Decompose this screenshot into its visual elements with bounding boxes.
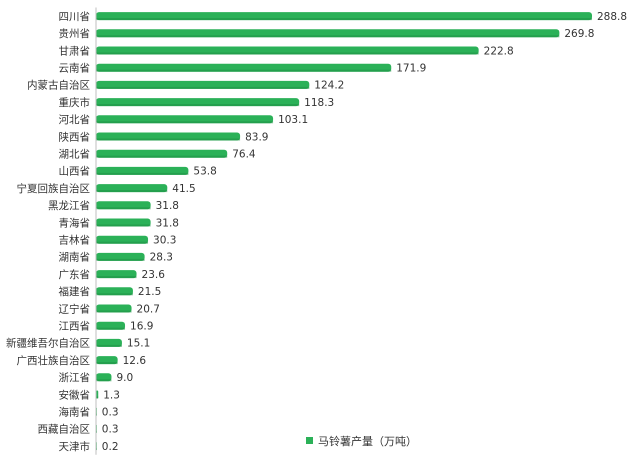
category-label: 湖南省	[59, 251, 91, 264]
category-label: 青海省	[59, 216, 91, 229]
category-label: 四川省	[59, 10, 91, 23]
bar-shadow	[96, 104, 300, 107]
value-label: 31.8	[156, 217, 179, 229]
bars-group	[96, 12, 592, 451]
value-label: 21.5	[138, 286, 161, 298]
bar-shadow	[96, 396, 99, 399]
bar-shadow	[96, 258, 145, 261]
bar-shadow	[96, 379, 112, 382]
category-label: 河北省	[59, 113, 91, 126]
value-label: 15.1	[127, 338, 150, 350]
value-label: 23.6	[142, 269, 166, 281]
bar-shadow	[96, 86, 310, 89]
category-label: 江西省	[59, 320, 91, 333]
category-label: 山西省	[59, 165, 91, 178]
bar-shadow	[96, 172, 189, 175]
bar-shadow	[96, 241, 149, 244]
category-label: 重庆市	[59, 96, 91, 109]
category-label: 宁夏回族自治区	[17, 182, 91, 195]
bar-shadow	[96, 276, 137, 279]
category-label: 湖北省	[59, 148, 91, 161]
value-label: 0.2	[102, 441, 119, 453]
bar-shadow	[96, 293, 133, 296]
value-label: 0.3	[102, 424, 119, 436]
bar-shadow	[96, 69, 392, 72]
category-label: 黑龙江省	[48, 199, 90, 212]
bar-shadow	[96, 138, 241, 141]
bar-shadow	[96, 35, 560, 38]
bar-shadow	[96, 362, 118, 365]
value-label: 124.2	[314, 80, 344, 92]
bar-shadow	[96, 121, 274, 124]
value-label: 288.8	[597, 11, 627, 23]
category-label: 广东省	[59, 268, 91, 281]
category-label: 安徽省	[59, 388, 91, 401]
bar-shadow	[96, 327, 126, 330]
value-label: 76.4	[232, 149, 256, 161]
value-label: 0.3	[102, 407, 119, 419]
category-label: 天津市	[59, 440, 91, 453]
category-label: 福建省	[59, 285, 91, 298]
bar-shadow	[96, 344, 122, 347]
category-label: 陕西省	[59, 130, 91, 143]
category-label: 贵州省	[59, 27, 91, 40]
category-label: 西藏自治区	[38, 423, 91, 436]
category-label: 内蒙古自治区	[27, 79, 90, 92]
category-label: 甘肃省	[59, 44, 91, 57]
value-label: 41.5	[172, 183, 195, 195]
value-label: 1.3	[103, 389, 120, 401]
category-label: 吉林省	[59, 234, 91, 247]
bar-shadow	[96, 207, 151, 210]
bar-shadow	[96, 190, 168, 193]
legend-label: 马铃薯产量（万吨）	[318, 434, 417, 448]
category-labels: 四川省贵州省甘肃省云南省内蒙古自治区重庆市河北省陕西省湖北省山西省宁夏回族自治区…	[6, 10, 90, 453]
legend-swatch	[306, 437, 313, 444]
value-label: 16.9	[130, 321, 153, 333]
category-label: 浙江省	[59, 371, 91, 384]
value-label: 28.3	[150, 252, 173, 264]
bar-shadow	[96, 224, 151, 227]
value-label: 83.9	[245, 131, 268, 143]
category-label: 新疆维吾尔自治区	[6, 337, 90, 350]
bar-shadow	[96, 18, 592, 21]
value-label: 103.1	[278, 114, 308, 126]
category-label: 海南省	[59, 406, 91, 419]
value-label: 31.8	[156, 200, 179, 212]
category-label: 广西壮族自治区	[17, 354, 91, 367]
category-label: 云南省	[59, 62, 91, 75]
value-label: 222.8	[484, 45, 514, 57]
bar-shadow	[96, 155, 228, 158]
value-label: 30.3	[153, 235, 176, 247]
value-label: 20.7	[137, 303, 160, 315]
value-label: 269.8	[564, 28, 594, 40]
bar-shadow	[96, 52, 479, 55]
value-label: 118.3	[304, 97, 334, 109]
legend: 马铃薯产量（万吨）	[306, 434, 417, 448]
value-label: 12.6	[123, 355, 147, 367]
category-label: 辽宁省	[59, 302, 91, 315]
value-label: 171.9	[396, 63, 426, 75]
value-label: 53.8	[193, 166, 216, 178]
value-label: 9.0	[116, 372, 133, 384]
bar-shadow	[96, 310, 132, 313]
